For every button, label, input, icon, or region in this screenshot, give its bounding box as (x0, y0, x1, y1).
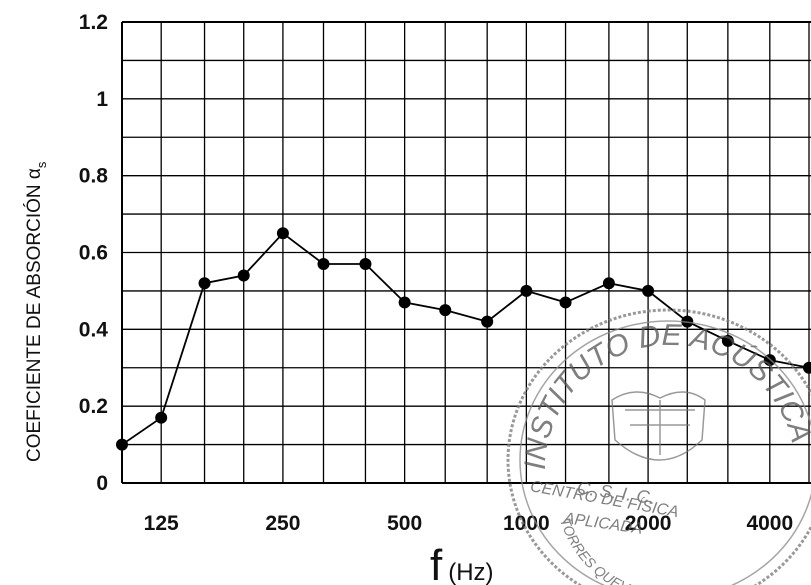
data-point (642, 285, 654, 297)
y-tick-label: 0.6 (79, 242, 108, 265)
coat-of-arms-icon (612, 392, 705, 460)
data-point (116, 439, 128, 451)
y-tick-labels: 0 0.2 0.4 0.6 0.8 1 1.2 (79, 11, 109, 495)
data-point (520, 285, 532, 297)
x-axis-label-unit: (Hz) (448, 559, 493, 585)
x-tick-label: 125 (144, 512, 179, 535)
data-point (238, 270, 250, 282)
x-tick-label: 4000 (746, 512, 793, 535)
data-point (277, 227, 289, 239)
data-point (603, 277, 615, 289)
data-point (560, 296, 572, 308)
y-axis-label-subscript: s (34, 161, 49, 168)
x-tick-label: 250 (265, 512, 300, 535)
data-point (399, 296, 411, 308)
y-tick-label: 0 (96, 472, 108, 495)
y-tick-label: 0.4 (79, 318, 109, 341)
data-point (359, 258, 371, 270)
x-axis-label: f (Hz) (430, 541, 494, 585)
x-axis-label-main: f (430, 541, 443, 585)
y-axis-label-text: COEFICIENTE DE ABSORCIÓN α (23, 168, 45, 462)
x-tick-label: 500 (387, 512, 422, 535)
y-tick-label: 1 (96, 88, 108, 111)
y-tick-label: 0.2 (79, 395, 108, 418)
data-point (803, 362, 811, 374)
data-point (155, 412, 167, 424)
y-axis-label: COEFICIENTE DE ABSORCIÓN αs (23, 161, 49, 462)
institute-stamp: INSTITUTO DE ACÚSTICA C. S. I. C. CENTRO… (508, 310, 811, 585)
y-tick-label: 0.8 (79, 165, 109, 188)
y-tick-label: 1.2 (79, 11, 108, 34)
x-tick-labels: 125 250 500 1000 2000 4000 (144, 512, 794, 535)
data-point (439, 304, 451, 316)
grid-lines (122, 22, 811, 483)
data-point (317, 258, 329, 270)
data-point (481, 316, 493, 328)
data-point (199, 277, 211, 289)
